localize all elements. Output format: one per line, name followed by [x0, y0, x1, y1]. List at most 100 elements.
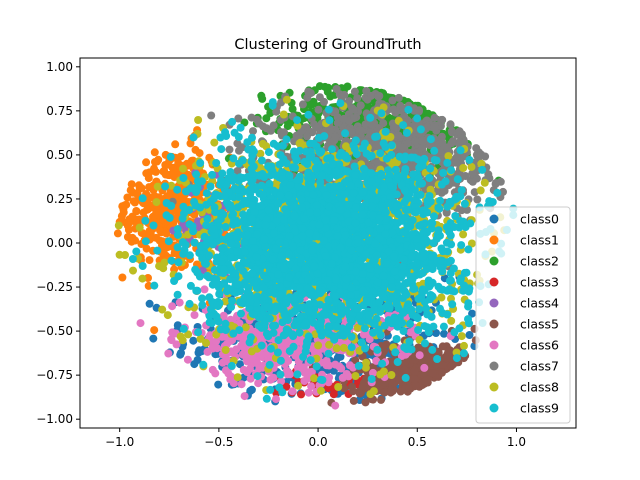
point-class7: [446, 120, 455, 129]
point-class8: [314, 341, 323, 350]
point-class6: [224, 369, 233, 378]
point-class7: [225, 145, 234, 154]
point-class7: [280, 128, 288, 137]
point-class6: [338, 373, 347, 382]
point-class7: [249, 127, 257, 136]
point-class6: [365, 335, 374, 344]
point-class6: [283, 370, 292, 379]
point-class2: [283, 122, 292, 131]
point-class0: [465, 331, 474, 339]
point-class8: [256, 149, 265, 158]
point-class2: [382, 93, 391, 102]
point-class7: [440, 186, 449, 195]
point-class6: [190, 311, 199, 319]
point-class5: [444, 347, 453, 356]
point-class5: [410, 367, 419, 376]
point-class1: [191, 145, 200, 154]
point-class7: [326, 126, 335, 135]
point-class5: [421, 356, 429, 365]
point-class6: [335, 362, 344, 371]
point-class8: [325, 340, 334, 349]
point-class8: [129, 266, 137, 275]
point-class0: [468, 309, 477, 318]
point-class5: [400, 365, 409, 374]
point-class0: [145, 299, 154, 308]
point-class9: [141, 216, 150, 225]
point-class8: [317, 386, 325, 395]
point-class8: [334, 383, 343, 391]
point-class1: [126, 186, 135, 195]
point-class8: [121, 251, 129, 259]
point-class5: [386, 388, 395, 397]
point-class5: [438, 342, 447, 351]
point-class1: [123, 193, 132, 202]
point-class8: [241, 323, 250, 332]
point-class7: [233, 167, 242, 175]
point-class6: [272, 395, 280, 404]
point-class0: [440, 329, 448, 338]
point-class8: [295, 139, 304, 148]
point-class5: [404, 383, 413, 392]
point-class1: [150, 326, 159, 335]
point-class7: [320, 97, 328, 106]
point-class5: [348, 382, 356, 391]
point-class7: [350, 114, 358, 123]
point-class7: [207, 111, 216, 120]
point-class6: [167, 336, 176, 345]
point-class7: [473, 195, 482, 204]
point-class2: [305, 101, 314, 109]
point-class8: [467, 239, 476, 248]
point-class7: [447, 127, 456, 136]
point-class8: [437, 293, 446, 302]
point-class5: [355, 389, 364, 398]
point-class0: [173, 321, 182, 330]
point-class5: [358, 382, 367, 391]
point-class9: [464, 245, 473, 254]
point-class6: [277, 377, 286, 386]
point-class8: [194, 116, 203, 124]
point-class7: [437, 132, 446, 141]
point-class0: [177, 349, 185, 357]
point-class9: [446, 276, 455, 285]
point-class8: [233, 373, 242, 382]
point-class0: [190, 360, 199, 369]
point-class8: [176, 332, 185, 341]
point-class9: [306, 356, 315, 365]
point-class9: [402, 128, 411, 137]
point-class8: [184, 330, 193, 339]
point-class2: [288, 105, 297, 114]
point-class7: [368, 121, 377, 130]
point-class1: [163, 243, 172, 252]
point-class9: [406, 319, 414, 328]
point-class8: [247, 347, 256, 356]
point-class0: [246, 386, 255, 395]
point-class8: [332, 344, 341, 353]
point-class1: [127, 180, 136, 189]
point-class7: [367, 91, 375, 100]
point-class5: [428, 369, 437, 378]
point-class7: [408, 163, 417, 172]
point-class5: [447, 362, 456, 371]
point-class3: [329, 390, 338, 399]
point-class6: [248, 354, 256, 363]
point-class6: [245, 364, 254, 373]
point-class0: [236, 360, 244, 369]
point-class8: [476, 186, 485, 195]
point-class1: [153, 210, 162, 219]
point-class8: [477, 159, 486, 168]
point-class1: [129, 197, 138, 206]
point-class9: [367, 375, 376, 383]
point-class9: [164, 237, 173, 246]
point-class7: [481, 152, 490, 161]
point-class9: [179, 174, 188, 182]
point-class8: [202, 339, 210, 347]
point-class1: [137, 184, 146, 193]
point-class0: [334, 352, 343, 361]
point-class8: [258, 139, 267, 148]
point-class7: [356, 101, 365, 110]
point-class8: [152, 198, 161, 207]
point-class1: [142, 158, 151, 167]
point-class7: [389, 105, 398, 114]
point-class7: [353, 94, 362, 103]
point-class9: [421, 339, 429, 348]
